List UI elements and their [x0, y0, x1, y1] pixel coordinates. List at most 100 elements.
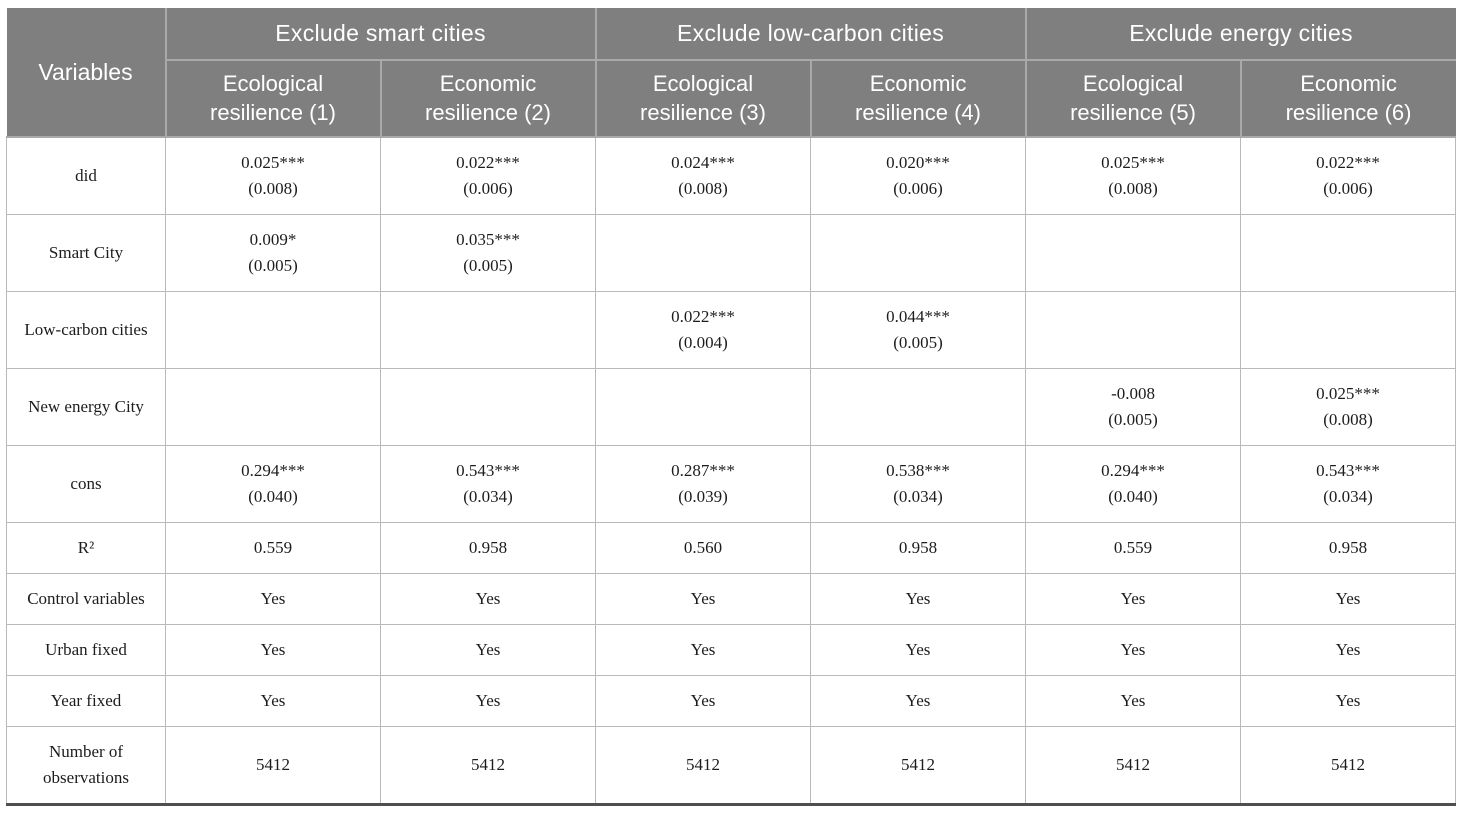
- value-line: 0.025***: [1101, 153, 1165, 172]
- variable-label: Number of observations: [6, 726, 166, 805]
- value-cell: Yes: [595, 675, 812, 727]
- value-cell: Yes: [1240, 624, 1457, 676]
- value-cell: 5412: [165, 726, 381, 805]
- value-cell: 0.559: [165, 522, 381, 574]
- variable-label: R²: [6, 522, 166, 574]
- value-line: Yes: [905, 691, 931, 710]
- column-header-economic-resilience-2: Economic resilience (2): [379, 60, 597, 138]
- value-line: Yes: [260, 589, 286, 608]
- value-cell: 0.020*** (0.006): [810, 136, 1027, 215]
- value-line: 0.958: [898, 538, 938, 557]
- value-line: Yes: [475, 640, 501, 659]
- value-line: 0.538***: [886, 461, 950, 480]
- value-line: (0.005): [893, 333, 943, 352]
- value-line: 0.020***: [886, 153, 950, 172]
- value-cell: Yes: [165, 675, 381, 727]
- table-header: Variables Exclude smart cities Exclude l…: [6, 8, 1456, 138]
- value-cell: 0.025*** (0.008): [1240, 368, 1457, 446]
- value-cell: 0.958: [1240, 522, 1457, 574]
- value-line: (0.034): [893, 487, 943, 506]
- value-line: 0.287***: [671, 461, 735, 480]
- column-header-ecological-resilience-1: Ecological resilience (1): [165, 60, 382, 138]
- value-line: Yes: [475, 589, 501, 608]
- value-cell: [1025, 291, 1242, 369]
- value-cell: 0.044*** (0.005): [810, 291, 1027, 369]
- value-line: (0.008): [678, 179, 728, 198]
- value-line: (0.008): [1108, 179, 1158, 198]
- value-line: Yes: [690, 691, 716, 710]
- value-cell: 0.538*** (0.034): [810, 445, 1027, 523]
- value-line: (0.005): [463, 256, 513, 275]
- column-header-ecological-resilience-3: Ecological resilience (3): [594, 60, 812, 138]
- value-line: Yes: [1335, 691, 1361, 710]
- table-row: Number of observations 5412 5412 5412 5412 54…: [6, 726, 1457, 805]
- table-row: Urban fixed Yes Yes Yes Yes Yes Yes: [6, 624, 1457, 676]
- value-line: Yes: [905, 640, 931, 659]
- value-line: Yes: [905, 589, 931, 608]
- value-cell: -0.008 (0.005): [1025, 368, 1242, 446]
- table-row: R² 0.559 0.958 0.560 0.958 0.559 0.958: [6, 522, 1457, 574]
- table-row: New energy City -0.008 (0.005) 0.025*** (0.0…: [6, 368, 1457, 446]
- value-line: (0.008): [248, 179, 298, 198]
- value-cell: 0.560: [595, 522, 812, 574]
- value-cell: [165, 291, 381, 369]
- value-line: 0.009*: [249, 230, 297, 249]
- value-cell: 0.958: [810, 522, 1027, 574]
- variable-label: Control variables: [6, 573, 166, 625]
- value-line: 5412: [686, 755, 721, 774]
- variable-label: did: [6, 136, 166, 215]
- value-cell: 0.025*** (0.008): [1025, 136, 1242, 215]
- value-cell: 0.025*** (0.008): [165, 136, 381, 215]
- value-line: 5412: [1331, 755, 1366, 774]
- value-cell: Yes: [595, 573, 812, 625]
- variable-label: Low-carbon cities: [6, 291, 166, 369]
- value-cell: Yes: [810, 624, 1027, 676]
- value-cell: [1240, 291, 1457, 369]
- variable-label: Urban fixed: [6, 624, 166, 676]
- value-line: Yes: [690, 589, 716, 608]
- value-cell: [165, 368, 381, 446]
- value-line: -0.008: [1111, 384, 1155, 403]
- group-header-exclude-low-carbon-cities: Exclude low-carbon cities: [594, 8, 1027, 61]
- value-line: 5412: [471, 755, 505, 774]
- value-cell: 0.287*** (0.039): [595, 445, 812, 523]
- value-line: 0.958: [1328, 538, 1368, 557]
- value-line: Yes: [475, 691, 501, 710]
- group-header-exclude-energy-cities: Exclude energy cities: [1024, 8, 1456, 61]
- value-line: (0.004): [678, 333, 728, 352]
- value-cell: [810, 214, 1027, 292]
- value-line: 0.022***: [456, 153, 520, 172]
- value-line: (0.034): [1323, 487, 1373, 506]
- value-line: 0.294***: [241, 461, 305, 480]
- value-line: Yes: [260, 640, 286, 659]
- column-header-economic-resilience-6: Economic resilience (6): [1239, 60, 1456, 138]
- value-cell: Yes: [1025, 675, 1242, 727]
- value-cell: 0.022*** (0.004): [595, 291, 812, 369]
- value-cell: Yes: [1240, 675, 1457, 727]
- value-line: 5412: [901, 755, 936, 774]
- value-line: Yes: [1335, 589, 1361, 608]
- value-cell: [379, 368, 597, 446]
- variable-label: cons: [6, 445, 166, 523]
- value-cell: [595, 368, 812, 446]
- value-cell: Yes: [1025, 624, 1242, 676]
- value-line: 0.543***: [1316, 461, 1380, 480]
- value-cell: Yes: [1025, 573, 1242, 625]
- value-line: 5412: [1116, 755, 1151, 774]
- value-line: Yes: [1120, 589, 1146, 608]
- value-line: 0.025***: [241, 153, 305, 172]
- value-line: Yes: [690, 640, 716, 659]
- value-line: 0.025***: [1316, 384, 1380, 403]
- value-line: 0.024***: [671, 153, 735, 172]
- variables-column-header: Variables: [6, 8, 167, 138]
- value-line: Yes: [1120, 640, 1146, 659]
- value-cell: [810, 368, 1027, 446]
- value-cell: 0.022*** (0.006): [1240, 136, 1457, 215]
- value-cell: Yes: [595, 624, 812, 676]
- variable-label: New energy City: [6, 368, 166, 446]
- column-header-row: Ecological resilience (1) Economic resil…: [7, 60, 1456, 138]
- value-line: Yes: [1120, 691, 1146, 710]
- value-cell: 5412: [595, 726, 812, 805]
- value-line: (0.006): [463, 179, 513, 198]
